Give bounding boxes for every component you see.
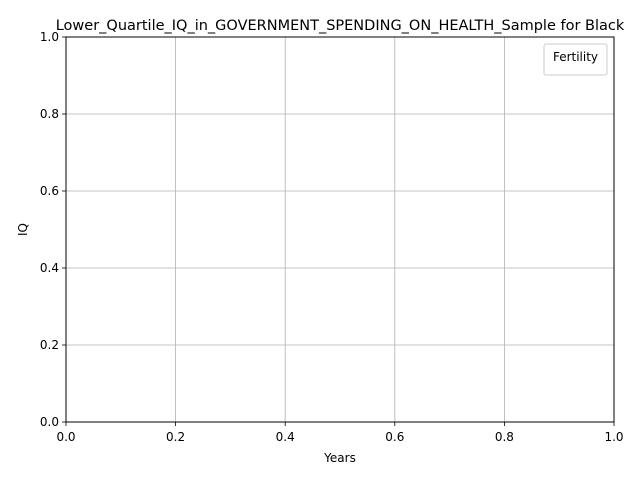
y-tick-label: 0.8 [40, 107, 59, 121]
plot-frame [65, 36, 615, 423]
legend: Fertility [543, 43, 608, 76]
y-tick-label: 0.2 [40, 338, 59, 352]
y-axis-ticks: 0.0 0.2 0.4 0.6 0.8 1.0 [40, 30, 66, 429]
y-tick-label: 0.4 [40, 261, 59, 275]
x-tick-label: 0.8 [495, 430, 514, 444]
y-tick-label: 0.6 [40, 184, 59, 198]
grid [65, 36, 615, 423]
x-tick-label: 0.4 [276, 430, 295, 444]
y-tick-label: 0.0 [40, 415, 59, 429]
x-tick-label: 1.0 [604, 430, 623, 444]
x-tick-label: 0.0 [56, 430, 75, 444]
x-axis-ticks: 0.0 0.2 0.4 0.6 0.8 1.0 [56, 422, 624, 444]
legend-title: Fertility [553, 50, 598, 64]
y-axis-label: IQ [16, 223, 30, 236]
x-tick-label: 0.2 [166, 430, 185, 444]
x-tick-label: 0.6 [385, 430, 404, 444]
x-axis-label: Years [323, 451, 356, 465]
y-tick-label: 1.0 [40, 30, 59, 44]
chart-title: Lower_Quartile_IQ_in_GOVERNMENT_SPENDING… [56, 18, 625, 34]
legend-box [543, 43, 608, 76]
